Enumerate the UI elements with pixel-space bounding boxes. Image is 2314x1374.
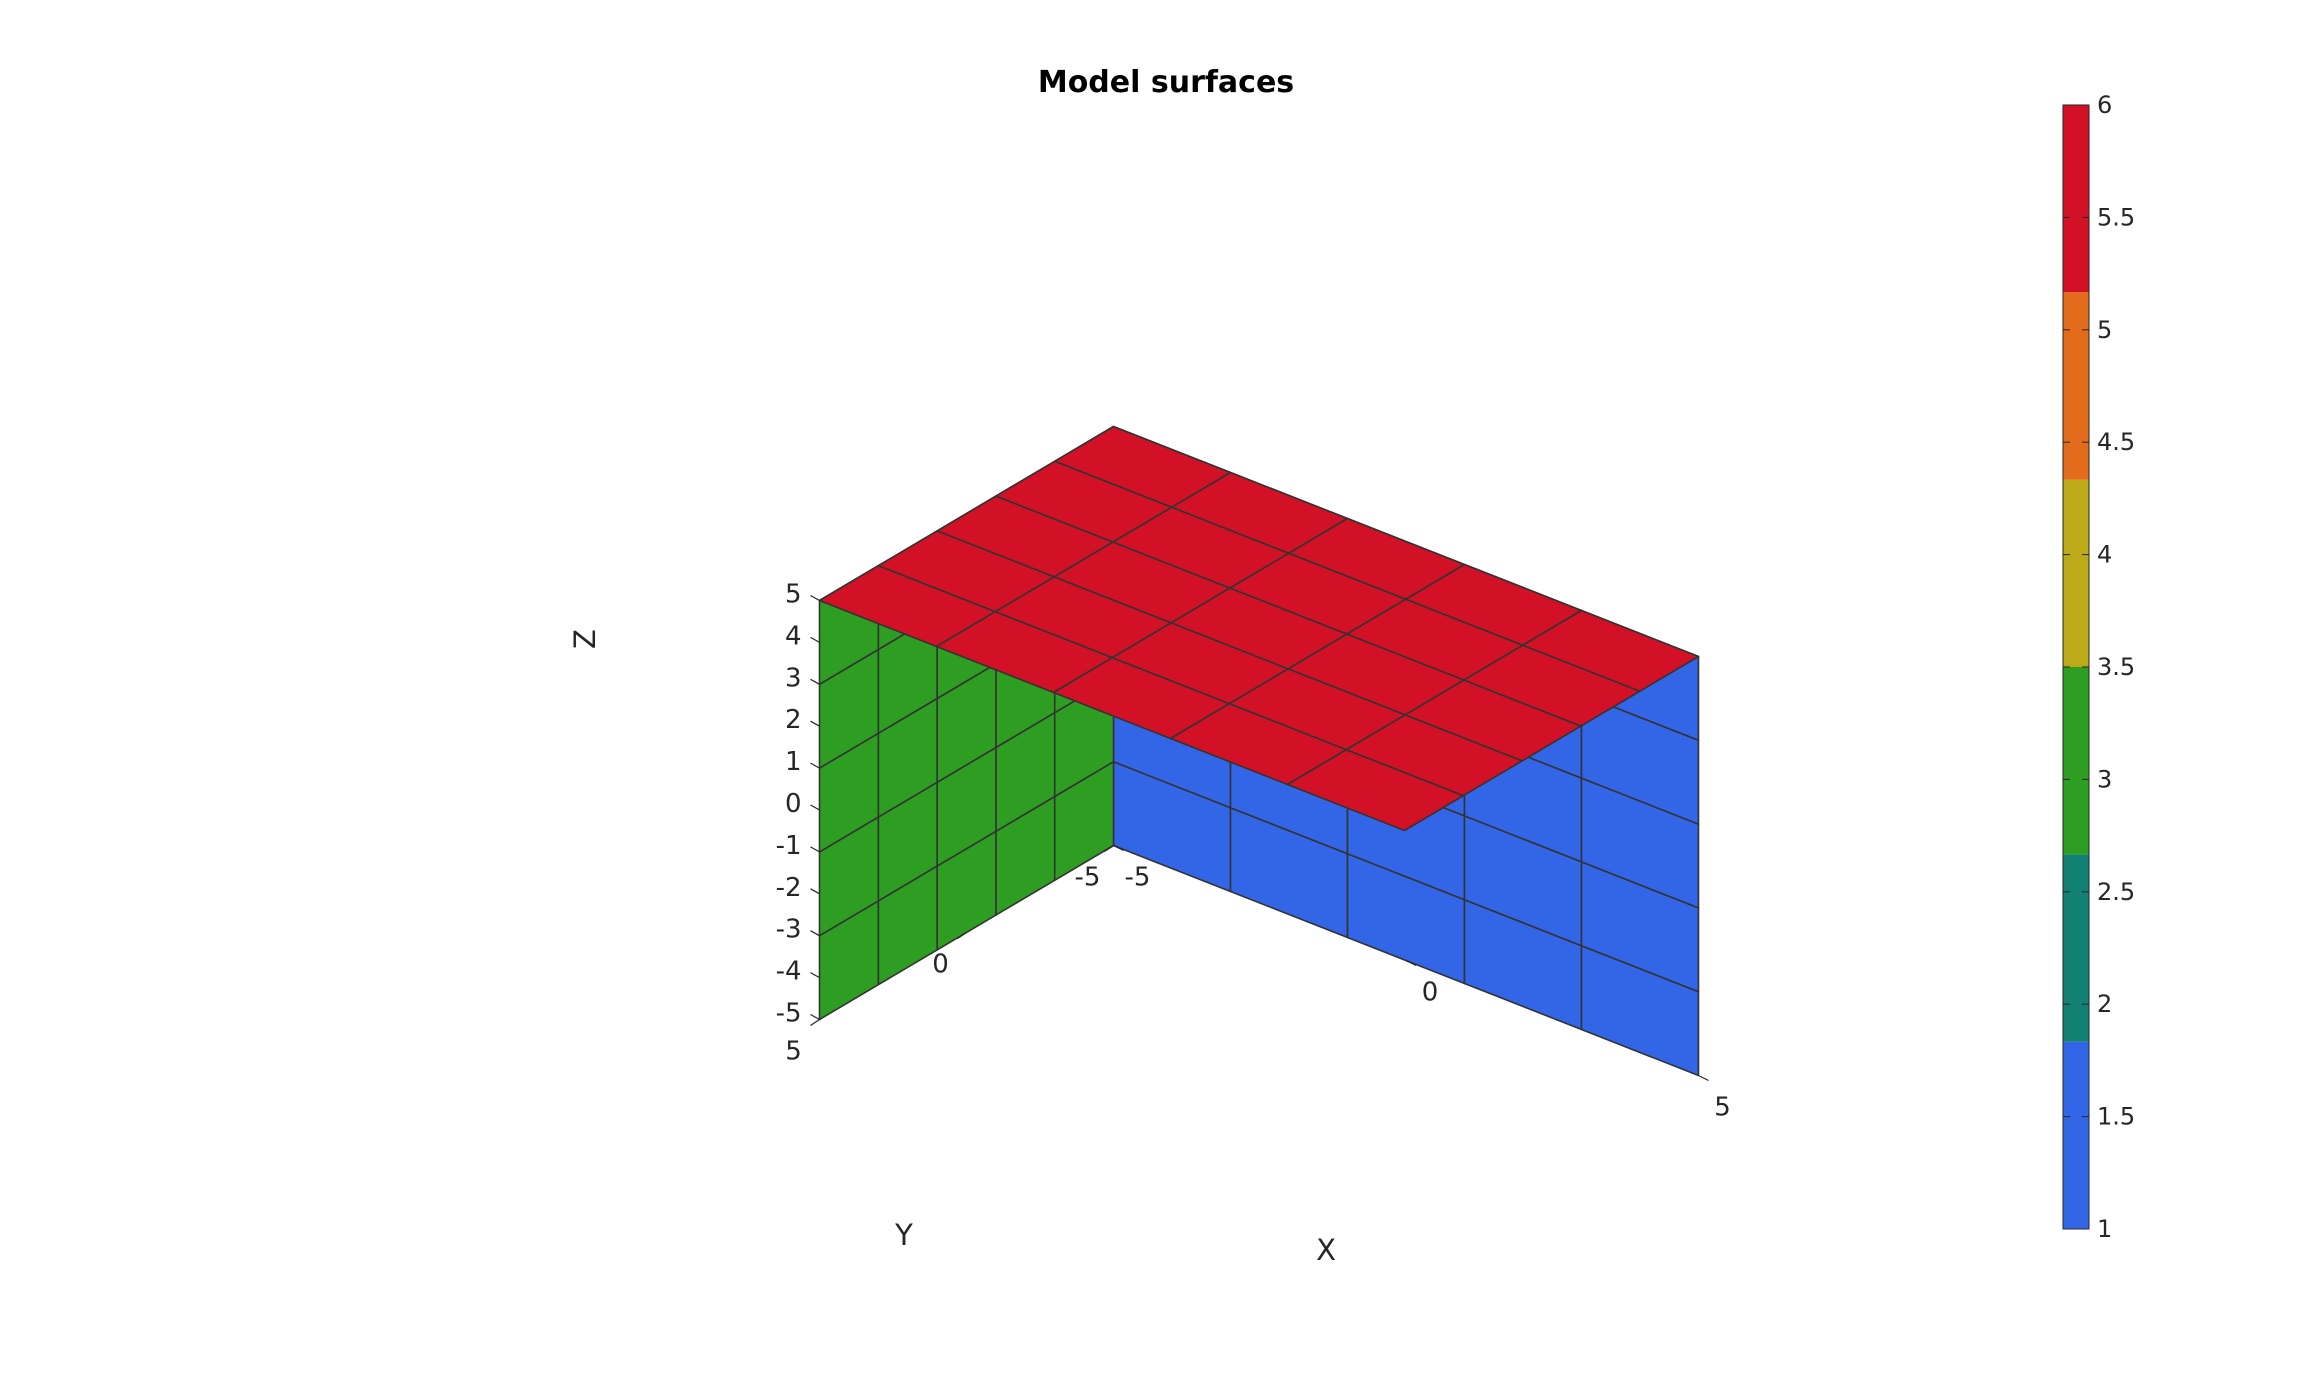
- z-tick: [810, 678, 820, 685]
- z-tick: [810, 720, 820, 727]
- x-tick: [1698, 1074, 1709, 1082]
- x-tick-label: -5: [1125, 863, 1151, 893]
- colorbar-tick-label: 1: [2097, 1215, 2112, 1243]
- z-tick-label: 0: [785, 789, 802, 819]
- y-tick-label: 0: [932, 950, 949, 980]
- x-axis-label: X: [1316, 1233, 1336, 1267]
- z-tick-label: 1: [785, 747, 802, 777]
- colorbar-tick-label: 2: [2097, 990, 2112, 1018]
- z-tick: [810, 762, 820, 769]
- z-tick-label: 2: [785, 705, 802, 735]
- y-tick-label: -5: [1075, 863, 1101, 893]
- colorbar-tick-label: 6: [2097, 91, 2112, 119]
- y-tick-label: 5: [785, 1037, 802, 1067]
- cube-plot: [818, 425, 1700, 1077]
- colorbar-band: [2063, 1041, 2089, 1229]
- z-tick: [810, 846, 820, 853]
- z-tick-label: -5: [776, 999, 802, 1029]
- z-tick: [810, 1013, 820, 1021]
- colorbar-tick-label: 2.5: [2097, 878, 2135, 906]
- z-tick: [810, 804, 820, 811]
- z-axis-label: Z: [568, 629, 602, 649]
- colorbar-band: [2063, 854, 2089, 1042]
- x-tick-label: 0: [1422, 978, 1439, 1008]
- z-tick-label: 5: [785, 580, 802, 610]
- x-tick: [1113, 844, 1124, 852]
- colorbar-tick-label: 4: [2097, 541, 2112, 569]
- surface-z-5: [818, 425, 1700, 832]
- z-tick-label: 4: [785, 621, 802, 651]
- colorbar-tick-label: 1.5: [2097, 1103, 2135, 1131]
- z-tick: [810, 972, 820, 979]
- colorbar-band: [2063, 667, 2089, 855]
- z-tick: [810, 888, 820, 895]
- z-tick-label: -2: [776, 873, 802, 903]
- colorbar: 1 1.5 2 2.5 3 3.5 4 4.5 5 5.5 6: [2062, 91, 2135, 1243]
- colorbar-tick-label: 5.5: [2097, 203, 2135, 231]
- z-tick-label: 3: [785, 663, 802, 693]
- z-tick-label: -1: [776, 831, 802, 861]
- colorbar-tick-label: 3.5: [2097, 653, 2135, 681]
- z-tick: [810, 636, 820, 643]
- x-tick: [1405, 959, 1417, 967]
- y-tick: [957, 932, 967, 939]
- colorbar-tick-label: 5: [2097, 316, 2112, 344]
- z-tick-label: -3: [776, 915, 802, 945]
- colorbar-band: [2063, 479, 2089, 667]
- colorbar-band: [2063, 292, 2089, 480]
- y-tick: [1104, 845, 1114, 852]
- z-tick-label: -4: [776, 957, 802, 987]
- y-tick: [810, 1019, 820, 1026]
- colorbar-tick-label: 4.5: [2097, 428, 2135, 456]
- z-tick: [810, 594, 820, 602]
- surface-cell: [1286, 748, 1465, 832]
- z-tick: [810, 930, 820, 937]
- colorbar-band: [2063, 105, 2089, 293]
- colorbar-tick-label: 3: [2097, 765, 2112, 793]
- axes: -5 -4 -3 -2 -1 0 1 2 3 4 5 -5 0 5 -5 0 5: [776, 580, 1731, 1123]
- y-axis-label: Y: [894, 1218, 913, 1252]
- chart-title: Model surfaces: [1038, 65, 1294, 100]
- x-tick-label: 5: [1714, 1093, 1731, 1123]
